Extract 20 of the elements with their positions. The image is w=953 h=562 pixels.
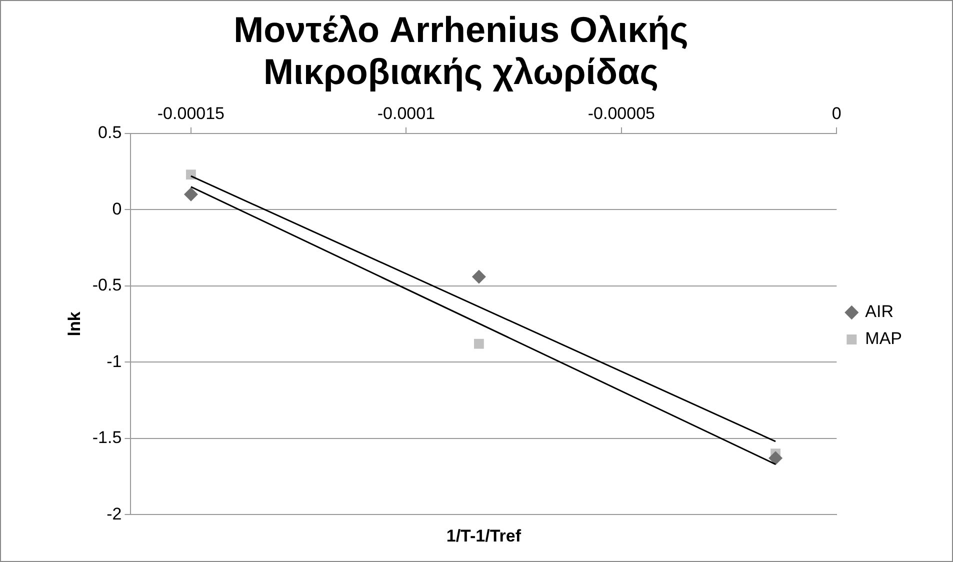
x-axis-title: 1/T-1/Tref (446, 526, 522, 546)
legend-label: MAP (865, 329, 902, 348)
y-axis-title: lnk (64, 311, 84, 336)
y-tick-label: -0.5 (92, 276, 122, 295)
y-tick-label: 0.5 (98, 123, 122, 142)
x-tick-label: -0.00005 (588, 104, 655, 123)
y-tick-label: 0 (112, 199, 122, 218)
x-tick-label: -0.00015 (157, 104, 225, 123)
point (768, 451, 783, 466)
point (184, 187, 198, 202)
y-tick-label: -1 (106, 352, 122, 371)
point (474, 338, 484, 349)
chart-title: Μοντέλο Arrhenius Ολικής Μικροβιακής χλωρίδας (232, 9, 690, 93)
x-tick-label: -0.0001 (377, 104, 436, 123)
point (186, 170, 196, 180)
x-tick-label: 0 (832, 104, 842, 123)
point (472, 270, 486, 284)
y-tick-label: -2 (106, 504, 122, 524)
legend-label: AIR (865, 302, 894, 322)
y-tick-label: -1.5 (92, 428, 122, 448)
